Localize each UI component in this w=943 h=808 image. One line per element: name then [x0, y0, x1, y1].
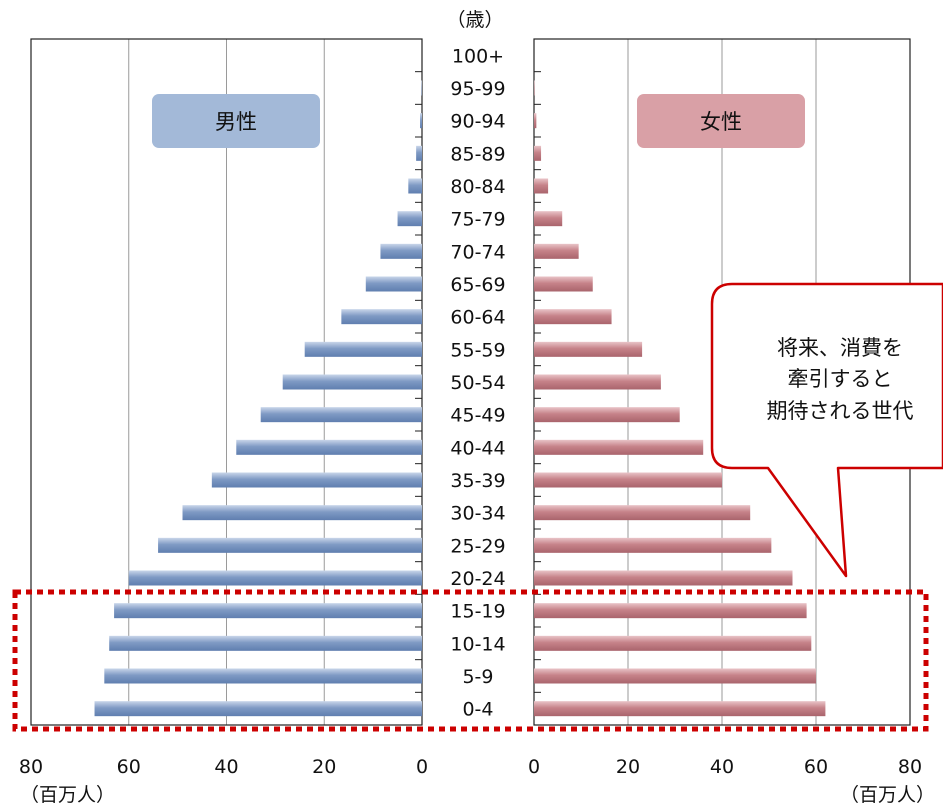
female-value-tick-40: 40: [710, 756, 734, 778]
male-bar-60-64: [341, 309, 422, 325]
age-label-85-89: 85-89: [450, 143, 505, 165]
female-bar-85-89: [534, 145, 542, 161]
female-bar-50-54: [534, 374, 661, 390]
age-label-45-49: 45-49: [450, 405, 505, 427]
age-label-15-19: 15-19: [450, 601, 505, 623]
male-value-tick-0: 0: [416, 756, 428, 778]
male-bar-0-4: [94, 701, 422, 717]
female-bar-5-9: [534, 668, 816, 684]
male-bar-35-39: [211, 472, 422, 488]
category-axis-unit: （歳）: [446, 9, 503, 31]
female-bar-35-39: [534, 472, 722, 488]
male-legend-box: [152, 94, 320, 148]
female-bar-20-24: [534, 570, 793, 586]
age-label-90-94: 90-94: [450, 111, 505, 133]
highlight-box-young-generation: [12, 589, 929, 732]
female-bar-70-74: [534, 243, 579, 259]
male-bar-40-44: [236, 439, 422, 455]
female-bar-0-4: [534, 701, 826, 717]
male-bar-85-89: [416, 145, 422, 161]
male-legend: 男性: [152, 94, 320, 148]
age-label-70-74: 70-74: [450, 241, 505, 263]
age-labels: 0-4 5-9 10-14 15-19 20-24 25-29 30-34 35-39 40-4…: [450, 45, 505, 720]
female-legend-box: [637, 94, 805, 148]
male-value-tick-60: 60: [117, 756, 141, 778]
female-bar-65-69: [534, 276, 593, 292]
male-bar-75-79: [397, 211, 422, 227]
male-bars: [94, 80, 423, 717]
female-bar-15-19: [534, 603, 807, 619]
male-bar-20-24: [128, 570, 422, 586]
age-label-50-54: 50-54: [450, 372, 505, 394]
age-label-5-9: 5-9: [462, 666, 493, 688]
male-category-ticks: [415, 38, 422, 726]
female-value-tick-80: 80: [898, 756, 922, 778]
age-label-95-99: 95-99: [450, 78, 505, 100]
female-bar-75-79: [534, 211, 563, 227]
age-label-25-29: 25-29: [450, 535, 505, 557]
male-bar-65-69: [365, 276, 422, 292]
age-label-65-69: 65-69: [450, 274, 505, 296]
male-bar-25-29: [158, 537, 422, 553]
age-label-75-79: 75-79: [450, 209, 505, 231]
age-label-40-44: 40-44: [450, 437, 505, 459]
male-bar-30-34: [182, 505, 422, 521]
age-label-80-84: 80-84: [450, 176, 505, 198]
male-value-tick-20: 20: [312, 756, 336, 778]
male-bar-10-14: [109, 635, 422, 651]
callout-line-3: 期待される世代: [767, 399, 914, 423]
female-bar-80-84: [534, 178, 549, 194]
male-value-tick-80: 80: [19, 756, 43, 778]
age-label-35-39: 35-39: [450, 470, 505, 492]
female-bars: [534, 80, 826, 717]
age-label-20-24: 20-24: [450, 568, 505, 590]
female-bar-55-59: [534, 341, 643, 357]
male-legend-label: 男性: [215, 110, 257, 134]
callout-line-2: 牽引すると: [788, 367, 893, 391]
male-value-tick-40: 40: [214, 756, 238, 778]
female-bar-40-44: [534, 439, 704, 455]
male-bar-90-94: [420, 113, 422, 129]
callout-line-1: 将来、消費を: [777, 336, 903, 360]
male-bar-15-19: [114, 603, 423, 619]
male-bar-55-59: [304, 341, 422, 357]
age-label-0-4: 0-4: [462, 699, 493, 721]
female-value-axis-unit: （百万人）: [840, 784, 935, 806]
male-bar-70-74: [380, 243, 422, 259]
male-bar-80-84: [408, 178, 422, 194]
male-value-tick-labels: 0 20 40 60 80: [19, 756, 428, 778]
female-bar-45-49: [534, 407, 680, 423]
female-legend: 女性: [637, 94, 805, 148]
male-bar-5-9: [104, 668, 422, 684]
female-bar-90-94: [534, 113, 537, 129]
male-bar-45-49: [260, 407, 422, 423]
age-label-10-14: 10-14: [450, 633, 505, 655]
female-value-tick-labels: 0 20 40 60 80: [528, 756, 922, 778]
female-value-tick-20: 20: [616, 756, 640, 778]
callout-bubble: [710, 282, 943, 578]
age-label-60-64: 60-64: [450, 307, 505, 329]
female-legend-label: 女性: [700, 110, 742, 134]
female-bar-60-64: [534, 309, 612, 325]
male-value-axis-unit: （百万人）: [20, 784, 115, 806]
female-bar-25-29: [534, 537, 772, 553]
female-bar-10-14: [534, 635, 812, 651]
age-label-100+: 100+: [452, 45, 504, 67]
age-label-30-34: 30-34: [450, 503, 505, 525]
female-value-tick-60: 60: [804, 756, 828, 778]
female-value-tick-0: 0: [528, 756, 540, 778]
female-bar-30-34: [534, 505, 751, 521]
male-bar-50-54: [282, 374, 422, 390]
age-label-55-59: 55-59: [450, 339, 505, 361]
